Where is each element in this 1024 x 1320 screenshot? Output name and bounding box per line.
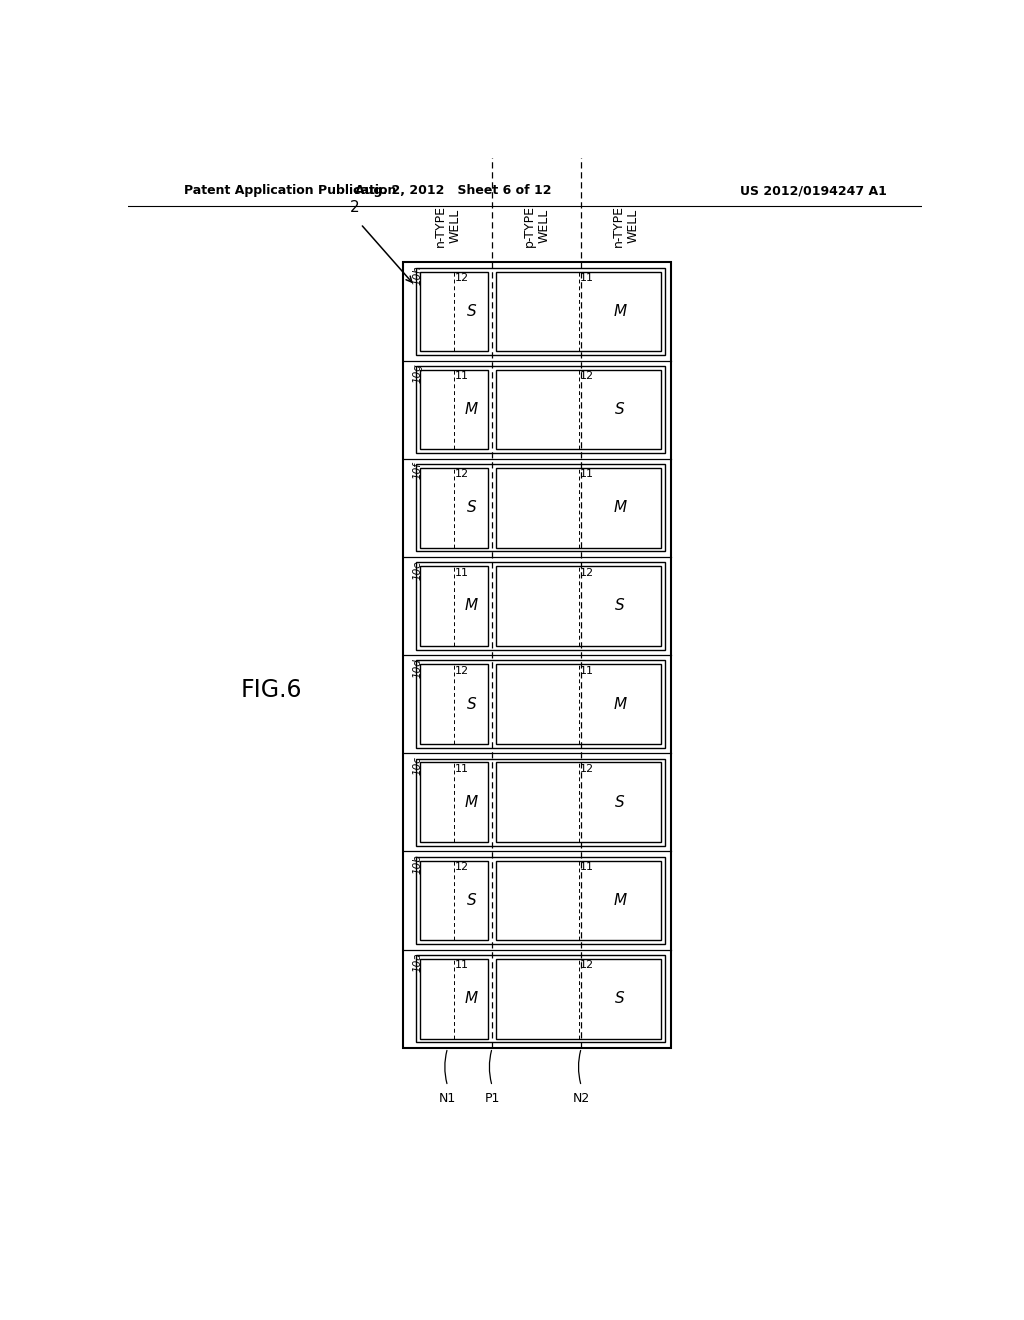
Text: n-TYPE
WELL: n-TYPE WELL [434,205,462,247]
Text: 10a: 10a [412,953,422,973]
Text: S: S [615,598,625,614]
Bar [417,268,665,355]
Bar [417,562,665,649]
Text: 10e: 10e [412,560,422,579]
Text: M: M [613,304,627,319]
Bar [417,660,665,748]
Text: 12: 12 [455,862,469,873]
Text: 11: 11 [455,961,469,970]
Text: 11: 11 [455,568,469,578]
Text: 11: 11 [580,862,594,873]
Text: 12: 12 [455,273,469,282]
Text: 11: 11 [455,371,469,381]
Bar [420,763,488,842]
Bar [420,272,488,351]
Text: 10g: 10g [412,363,422,384]
Text: 10c: 10c [412,756,422,775]
Bar [403,263,671,1048]
Text: 12: 12 [455,470,469,479]
Text: N2: N2 [572,1093,590,1105]
Bar [496,664,662,744]
Bar [420,469,488,548]
Text: M: M [613,894,627,908]
Text: US 2012/0194247 A1: US 2012/0194247 A1 [740,185,887,197]
Bar [420,566,488,645]
Text: M: M [613,697,627,711]
Bar [417,759,665,846]
Bar [496,861,662,940]
Bar [496,566,662,645]
Text: M: M [465,795,478,809]
Text: 11: 11 [580,470,594,479]
Text: N1: N1 [439,1093,457,1105]
Text: Patent Application Publication: Patent Application Publication [183,185,396,197]
Text: 11: 11 [455,764,469,774]
Text: 11: 11 [580,273,594,282]
Text: 12: 12 [580,764,594,774]
Text: Aug. 2, 2012   Sheet 6 of 12: Aug. 2, 2012 Sheet 6 of 12 [355,185,552,197]
Text: 12: 12 [455,665,469,676]
Text: M: M [465,403,478,417]
Text: 2: 2 [349,199,359,215]
Text: P1: P1 [484,1093,500,1105]
Bar [420,370,488,449]
Text: 10b: 10b [412,854,422,874]
Text: 12: 12 [580,371,594,381]
Text: S: S [467,304,476,319]
Bar [496,272,662,351]
Bar [420,861,488,940]
Text: 10h: 10h [412,265,422,285]
Text: FIG.6: FIG.6 [241,677,302,702]
Bar [496,370,662,449]
Bar [417,954,665,1043]
Text: S: S [467,894,476,908]
Bar [496,763,662,842]
Text: S: S [615,991,625,1006]
Text: 12: 12 [580,568,594,578]
Bar [417,857,665,944]
Text: p-TYPE
WELL: p-TYPE WELL [523,205,551,247]
Text: 11: 11 [580,665,594,676]
Text: S: S [467,697,476,711]
Text: n-TYPE
WELL: n-TYPE WELL [612,205,640,247]
Bar [417,366,665,453]
Text: S: S [615,403,625,417]
Text: M: M [613,500,627,515]
Text: M: M [465,598,478,614]
Text: S: S [615,795,625,809]
Bar [420,664,488,744]
Bar [420,958,488,1039]
Text: 10f: 10f [412,462,422,479]
Text: 12: 12 [580,961,594,970]
Bar [417,465,665,552]
Text: S: S [467,500,476,515]
Text: M: M [465,991,478,1006]
Text: 10d: 10d [412,659,422,678]
Bar [496,469,662,548]
Bar [496,958,662,1039]
